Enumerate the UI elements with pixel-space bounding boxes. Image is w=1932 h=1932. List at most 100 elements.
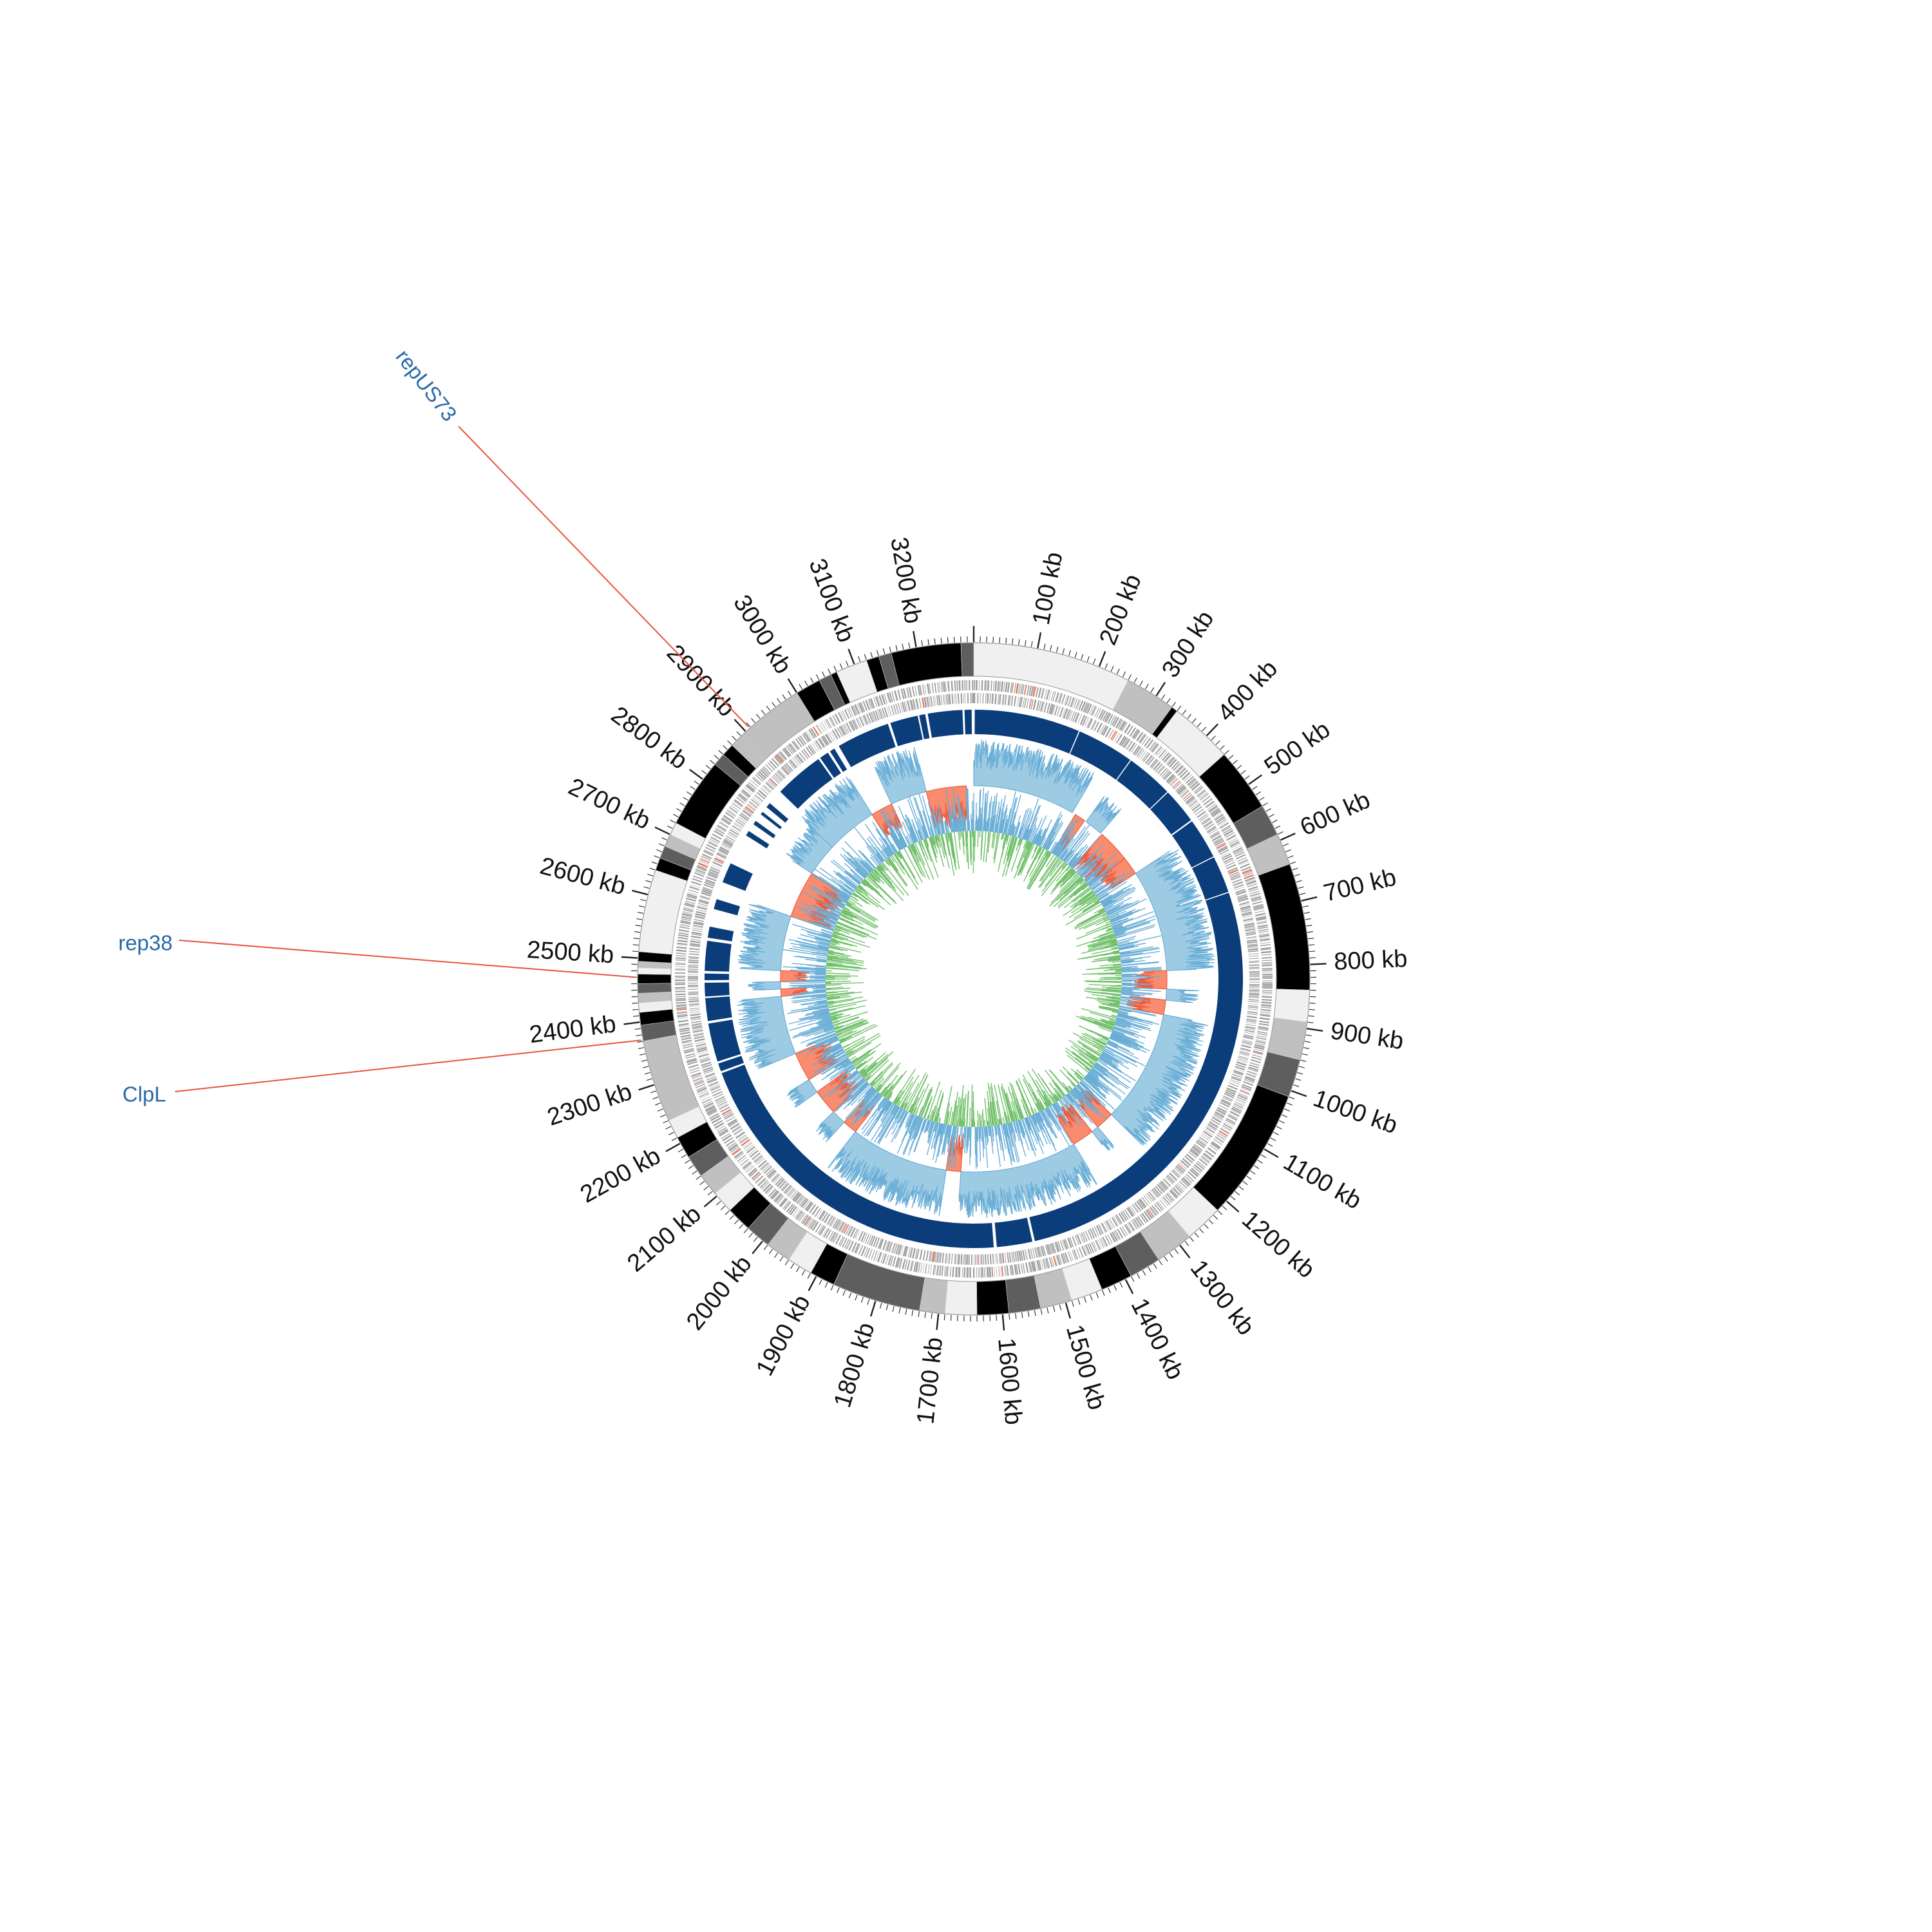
gene-mark: [1233, 880, 1243, 886]
gc-skew-negative-bar: [931, 1090, 942, 1121]
gene-mark: [692, 1028, 703, 1031]
gene-mark: [782, 748, 790, 758]
gene-mark: [833, 1233, 838, 1243]
gene-mark: [786, 746, 793, 755]
gene-mark: [926, 696, 930, 707]
gc-skew-positive-bar: [810, 888, 844, 908]
gc-skew-positive-bar: [819, 867, 855, 893]
gene-mark: [718, 1103, 728, 1109]
gc-skew-negative-bar: [1078, 1053, 1095, 1065]
gene-mark: [1219, 822, 1229, 829]
gene-mark: [683, 907, 694, 910]
gene-mark: [848, 707, 854, 717]
ideogram-band: [944, 1280, 978, 1316]
gc-skew-positive-bar: [842, 1070, 858, 1082]
gene-mark: [703, 887, 713, 891]
gc-skew-positive-bar: [896, 1114, 915, 1154]
gene-mark: [1138, 749, 1145, 758]
gc-skew-positive-bar: [1096, 882, 1118, 897]
gene-mark: [873, 1236, 878, 1247]
gc-skew-positive-bar: [1081, 862, 1096, 877]
gc-skew-positive-bar: [1102, 900, 1113, 907]
gene-mark: [1166, 1175, 1175, 1184]
gene-mark: [683, 907, 694, 911]
gene-mark: [729, 829, 739, 836]
gc-skew-positive-bar: [883, 812, 904, 849]
gc-skew-positive-bar: [790, 985, 826, 989]
gene-mark: [688, 959, 699, 961]
gene-mark: [871, 1249, 875, 1260]
gc-skew-positive-bar: [990, 1126, 994, 1146]
gc-skew-negative-bar: [904, 848, 923, 883]
gc-skew-negative-bar: [862, 880, 873, 891]
gc-skew-positive-bar: [1121, 960, 1133, 963]
gc-skew-negative-bar: [837, 1030, 853, 1038]
gene-mark: [689, 886, 700, 891]
gene-mark: [825, 1229, 832, 1239]
gene-mark: [753, 795, 762, 803]
gc-skew-positive-bar: [999, 811, 1005, 833]
gc-skew-negative-bar: [1010, 1110, 1015, 1122]
gene-mark: [1176, 1184, 1184, 1192]
gene-mark: [1132, 745, 1141, 755]
gc-skew-positive-bar: [1080, 1081, 1106, 1106]
gc-skew-negative-bar: [866, 1077, 871, 1081]
gene-mark: [1260, 947, 1271, 950]
gene-mark: [1217, 819, 1227, 826]
gc-skew-positive-bar: [812, 905, 839, 918]
gc-skew-negative-bar: [827, 996, 864, 1003]
gene-mark: [831, 730, 838, 740]
gc-skew-positive-bar: [877, 853, 885, 862]
gc-skew-negative-bar: [961, 831, 965, 855]
gc-skew-negative-bar: [1113, 994, 1121, 997]
gc-skew-positive-bar: [884, 838, 895, 855]
gc-skew-positive-bar: [998, 1124, 1005, 1161]
gene-mark: [789, 743, 797, 752]
gc-skew-negative-bar: [1082, 1035, 1106, 1048]
gc-skew-negative-bar: [1005, 1094, 1014, 1122]
gene-mark: [944, 694, 946, 705]
gene-mark: [736, 818, 746, 825]
gene-mark: [740, 812, 750, 820]
gene-mark: [880, 1253, 885, 1264]
gene-mark: [700, 858, 710, 863]
gene-mark: [705, 880, 715, 885]
gc-skew-positive-bar: [1077, 853, 1097, 873]
gc-skew-positive-bar: [790, 943, 829, 951]
gc-skew-positive-bar: [828, 1056, 848, 1068]
gc-skew-positive-bar: [1018, 827, 1022, 838]
gc-skew-negative-bar: [864, 878, 870, 884]
minor-tick: [714, 755, 719, 759]
gene-mark: [891, 1242, 896, 1253]
gc-skew-positive-bar: [1039, 1111, 1049, 1128]
gene-mark: [1130, 743, 1137, 753]
gene-mark: [1249, 996, 1260, 998]
gc-skew-negative-bar: [1086, 981, 1122, 983]
contig-block: [1172, 821, 1214, 867]
gc-skew-positive-bar: [943, 1124, 950, 1155]
gene-mark: [681, 1036, 692, 1039]
gc-skew-negative-bar: [829, 1013, 837, 1016]
gene-mark: [676, 1005, 687, 1007]
gene-mark: [1235, 889, 1246, 894]
gene-mark: [1240, 905, 1251, 909]
gene-mark: [795, 754, 803, 764]
gene-mark: [945, 681, 947, 692]
gene-mark: [884, 694, 888, 704]
gene-mark: [1051, 705, 1056, 715]
gene-mark: [715, 1097, 726, 1103]
minor-tick: [1259, 797, 1265, 801]
gc-skew-positive-bar: [782, 949, 828, 957]
gene-mark: [885, 1240, 889, 1251]
gc-skew-positive-bar: [817, 1001, 828, 1004]
gene-mark: [844, 709, 850, 719]
gc-skew-positive-bar: [1061, 851, 1068, 860]
gene-mark: [791, 741, 799, 750]
gc-skew-positive-bar: [920, 1118, 925, 1130]
gc-skew-negative-bar: [866, 876, 879, 889]
gc-skew-negative-bar: [831, 1016, 842, 1020]
gene-mark: [1030, 699, 1034, 710]
gene-mark: [1161, 1180, 1170, 1188]
gc-skew-negative-bar: [829, 1005, 866, 1015]
gene-mark: [734, 822, 743, 829]
